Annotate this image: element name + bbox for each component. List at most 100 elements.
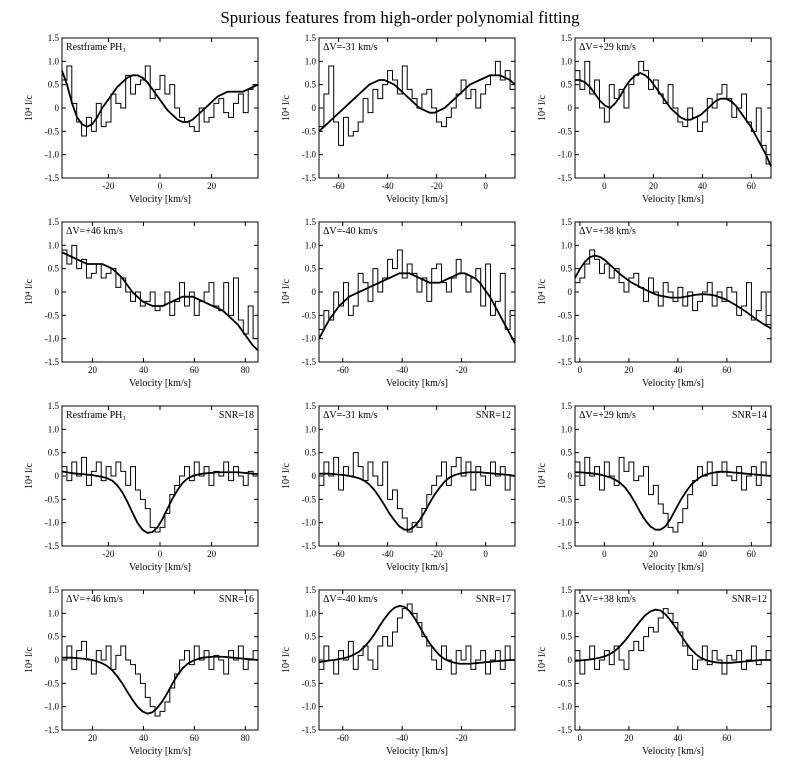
svg-text:80: 80 xyxy=(241,733,251,743)
svg-text:1.0: 1.0 xyxy=(304,240,316,250)
svg-text:80: 80 xyxy=(241,365,251,375)
svg-text:0: 0 xyxy=(55,287,60,297)
svg-text:-40: -40 xyxy=(381,549,393,559)
svg-text:-1.0: -1.0 xyxy=(301,334,316,344)
svg-text:0: 0 xyxy=(311,655,316,665)
svg-text:1.0: 1.0 xyxy=(48,608,60,618)
svg-text:0.5: 0.5 xyxy=(561,264,573,274)
svg-text:10⁴ l/c: 10⁴ l/c xyxy=(537,94,548,121)
svg-text:0: 0 xyxy=(311,103,316,113)
svg-text:-1.5: -1.5 xyxy=(558,541,573,551)
svg-text:0: 0 xyxy=(568,287,573,297)
svg-text:0.5: 0.5 xyxy=(561,632,573,642)
svg-text:20: 20 xyxy=(88,733,98,743)
svg-text:0.5: 0.5 xyxy=(304,632,316,642)
svg-text:-1.0: -1.0 xyxy=(558,518,573,528)
svg-text:20: 20 xyxy=(207,181,217,191)
svg-text:SNR=12: SNR=12 xyxy=(476,410,511,421)
svg-text:60: 60 xyxy=(190,733,200,743)
svg-text:-1.0: -1.0 xyxy=(301,702,316,712)
svg-text:-1.5: -1.5 xyxy=(558,725,573,735)
svg-text:-1.5: -1.5 xyxy=(558,173,573,183)
svg-text:ΔV=+29 km/s: ΔV=+29 km/s xyxy=(579,42,636,53)
svg-text:1.0: 1.0 xyxy=(48,56,60,66)
svg-text:0: 0 xyxy=(55,471,60,481)
svg-text:-40: -40 xyxy=(381,181,393,191)
svg-text:0.5: 0.5 xyxy=(304,80,316,90)
svg-text:1.0: 1.0 xyxy=(561,424,573,434)
svg-text:20: 20 xyxy=(649,549,659,559)
svg-text:-1.0: -1.0 xyxy=(558,150,573,160)
svg-text:ΔV=+46 km/s: ΔV=+46 km/s xyxy=(66,594,123,605)
svg-text:40: 40 xyxy=(139,365,149,375)
svg-text:0.5: 0.5 xyxy=(304,264,316,274)
svg-text:-40: -40 xyxy=(396,365,408,375)
svg-text:-1.0: -1.0 xyxy=(45,150,60,160)
panel-10: -1.5-1.0-0.500.51.01.5-60-40-20Velocity … xyxy=(275,582,526,760)
svg-text:ΔV=-31 km/s: ΔV=-31 km/s xyxy=(323,42,378,53)
svg-text:SNR=12: SNR=12 xyxy=(732,594,767,605)
svg-text:10⁴ l/c: 10⁴ l/c xyxy=(281,94,292,121)
svg-text:1.5: 1.5 xyxy=(48,401,60,411)
svg-text:40: 40 xyxy=(139,733,149,743)
svg-text:-0.5: -0.5 xyxy=(558,126,573,136)
svg-text:-0.5: -0.5 xyxy=(45,126,60,136)
svg-text:-0.5: -0.5 xyxy=(45,310,60,320)
svg-text:20: 20 xyxy=(625,365,635,375)
panel-6: -1.5-1.0-0.500.51.01.5-20020Velocity [km… xyxy=(18,398,269,576)
panel-1: -1.5-1.0-0.500.51.01.5-60-40-200Velocity… xyxy=(275,30,526,208)
svg-text:0: 0 xyxy=(578,365,583,375)
svg-text:-1.5: -1.5 xyxy=(558,357,573,367)
svg-text:0: 0 xyxy=(158,181,163,191)
svg-text:ΔV=+38 km/s: ΔV=+38 km/s xyxy=(579,226,636,237)
svg-text:-1.5: -1.5 xyxy=(301,725,316,735)
svg-text:-40: -40 xyxy=(396,733,408,743)
svg-text:-0.5: -0.5 xyxy=(558,494,573,504)
svg-text:10⁴ l/c: 10⁴ l/c xyxy=(537,646,548,673)
svg-text:SNR=17: SNR=17 xyxy=(476,594,511,605)
svg-text:60: 60 xyxy=(723,733,733,743)
svg-text:Velocity [km/s]: Velocity [km/s] xyxy=(642,746,704,757)
svg-text:-1.0: -1.0 xyxy=(301,150,316,160)
svg-text:40: 40 xyxy=(698,181,708,191)
svg-text:-1.0: -1.0 xyxy=(45,518,60,528)
panel-2: -1.5-1.0-0.500.51.01.50204060Velocity [k… xyxy=(531,30,782,208)
svg-text:ΔV=+38 km/s: ΔV=+38 km/s xyxy=(579,594,636,605)
svg-text:Velocity [km/s]: Velocity [km/s] xyxy=(642,194,704,205)
svg-text:-1.0: -1.0 xyxy=(45,334,60,344)
panel-7: -1.5-1.0-0.500.51.01.5-60-40-200Velocity… xyxy=(275,398,526,576)
svg-text:1.5: 1.5 xyxy=(48,217,60,227)
svg-text:10⁴ l/c: 10⁴ l/c xyxy=(24,278,35,305)
svg-text:1.5: 1.5 xyxy=(561,217,573,227)
svg-text:20: 20 xyxy=(625,733,635,743)
svg-text:0: 0 xyxy=(311,287,316,297)
svg-text:-1.0: -1.0 xyxy=(301,518,316,528)
svg-text:20: 20 xyxy=(207,549,217,559)
svg-text:10⁴ l/c: 10⁴ l/c xyxy=(281,646,292,673)
panel-8: -1.5-1.0-0.500.51.01.50204060Velocity [k… xyxy=(531,398,782,576)
svg-text:0.5: 0.5 xyxy=(48,632,60,642)
svg-text:1.5: 1.5 xyxy=(561,33,573,43)
svg-text:-0.5: -0.5 xyxy=(301,310,316,320)
svg-text:-60: -60 xyxy=(332,549,344,559)
svg-text:-1.5: -1.5 xyxy=(301,173,316,183)
svg-text:1.5: 1.5 xyxy=(304,33,316,43)
svg-text:-0.5: -0.5 xyxy=(45,494,60,504)
svg-text:-0.5: -0.5 xyxy=(301,126,316,136)
svg-text:0: 0 xyxy=(483,181,488,191)
svg-text:Velocity [km/s]: Velocity [km/s] xyxy=(386,378,448,389)
svg-text:1.0: 1.0 xyxy=(48,424,60,434)
svg-text:40: 40 xyxy=(698,549,708,559)
svg-text:1.5: 1.5 xyxy=(561,401,573,411)
panel-4: -1.5-1.0-0.500.51.01.5-60-40-20Velocity … xyxy=(275,214,526,392)
svg-text:Restframe PH₃: Restframe PH₃ xyxy=(66,410,126,421)
panel-5: -1.5-1.0-0.500.51.01.50204060Velocity [k… xyxy=(531,214,782,392)
svg-text:20: 20 xyxy=(649,181,659,191)
svg-text:1.5: 1.5 xyxy=(304,401,316,411)
svg-text:SNR=14: SNR=14 xyxy=(732,410,767,421)
svg-text:Velocity [km/s]: Velocity [km/s] xyxy=(386,194,448,205)
svg-text:1.5: 1.5 xyxy=(48,585,60,595)
svg-text:-20: -20 xyxy=(430,181,442,191)
svg-text:Velocity [km/s]: Velocity [km/s] xyxy=(129,746,191,757)
svg-text:1.0: 1.0 xyxy=(304,608,316,618)
